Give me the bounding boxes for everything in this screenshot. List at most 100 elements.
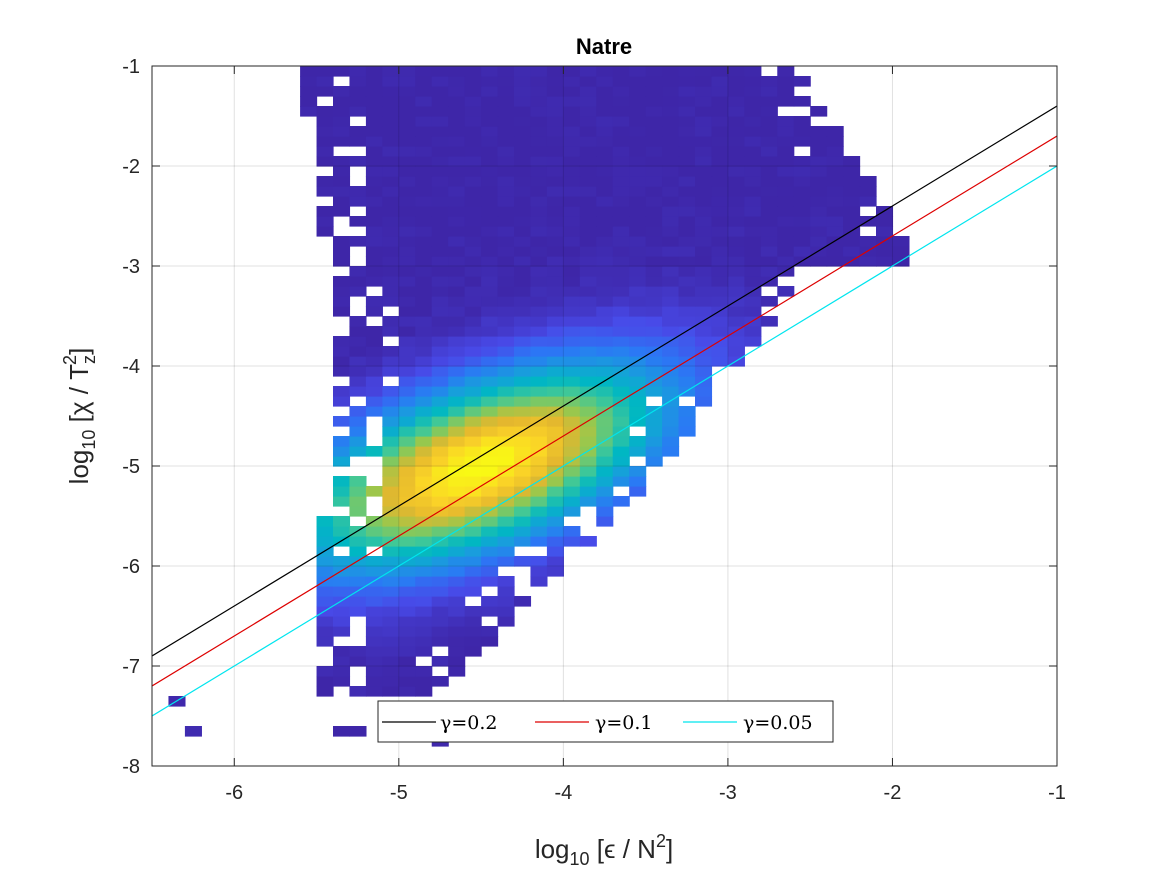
heatmap-cell: [596, 506, 614, 517]
heatmap-cell: [711, 296, 729, 307]
heatmap-cell: [415, 366, 433, 377]
heatmap-cell: [464, 506, 482, 517]
heatmap-cell: [333, 286, 351, 297]
heatmap-cell: [695, 166, 713, 177]
heatmap-cell: [514, 416, 532, 427]
heatmap-cell: [744, 236, 762, 247]
heatmap-cell: [695, 246, 713, 257]
heatmap-cell: [382, 286, 400, 297]
heatmap-cell: [629, 406, 647, 417]
heatmap-cell: [530, 516, 548, 527]
heatmap-cell: [629, 346, 647, 357]
heatmap-cell: [744, 246, 762, 257]
heatmap-cell: [530, 536, 548, 547]
heatmap-cell: [563, 526, 581, 537]
y-tick-label: -6: [122, 556, 140, 578]
heatmap-cell: [431, 366, 449, 377]
heatmap-cell: [629, 76, 647, 87]
heatmap-cell: [365, 66, 383, 77]
heatmap-cell: [711, 246, 729, 257]
heatmap-cell: [530, 226, 548, 237]
heatmap-cell: [464, 306, 482, 317]
heatmap-cell: [612, 166, 630, 177]
heatmap-cell: [629, 66, 647, 77]
heatmap-cell: [727, 136, 745, 147]
heatmap-cell: [365, 276, 383, 287]
heatmap-cell: [431, 166, 449, 177]
heatmap-cell: [546, 416, 564, 427]
heatmap-cell: [497, 546, 515, 557]
heatmap-cell: [826, 186, 844, 197]
heatmap-cell: [662, 316, 680, 327]
heatmap-cell: [497, 116, 515, 127]
heatmap-cell: [431, 436, 449, 447]
heatmap-cell: [349, 376, 367, 387]
heatmap-cell: [382, 106, 400, 117]
heatmap-cell: [431, 416, 449, 427]
heatmap-cell: [349, 656, 367, 667]
heatmap-cell: [662, 156, 680, 167]
heatmap-cell: [448, 206, 466, 217]
heatmap-cell: [448, 326, 466, 337]
heatmap-cell: [316, 206, 334, 217]
heatmap-cell: [481, 76, 499, 87]
heatmap-cell: [760, 136, 778, 147]
heatmap-cell: [349, 506, 367, 517]
heatmap-cell: [333, 416, 351, 427]
heatmap-cell: [415, 206, 433, 217]
heatmap-cell: [382, 576, 400, 587]
heatmap-cell: [645, 106, 663, 117]
heatmap-cell: [612, 176, 630, 187]
heatmap-cell: [843, 216, 861, 227]
heatmap-cell: [727, 306, 745, 317]
heatmap-cell: [382, 146, 400, 157]
heatmap-cell: [365, 106, 383, 117]
heatmap-cell: [481, 86, 499, 97]
heatmap-cell: [431, 586, 449, 597]
heatmap-cell: [431, 226, 449, 237]
heatmap-cell: [481, 146, 499, 157]
heatmap-cell: [678, 156, 696, 167]
heatmap-cell: [448, 636, 466, 647]
heatmap-cell: [333, 116, 351, 127]
heatmap-cell: [711, 126, 729, 137]
heatmap-cell: [810, 186, 828, 197]
heatmap-cell: [711, 206, 729, 217]
heatmap-cell: [546, 506, 564, 517]
heatmap-cell: [398, 396, 416, 407]
heatmap-cell: [382, 296, 400, 307]
heatmap-cell: [431, 176, 449, 187]
heatmap-cell: [316, 66, 334, 77]
heatmap-cell: [497, 556, 515, 567]
heatmap-cell: [349, 286, 367, 297]
heatmap-cell: [431, 376, 449, 387]
heatmap-cell: [662, 196, 680, 207]
heatmap-cell: [497, 516, 515, 527]
heatmap-cell: [365, 166, 383, 177]
heatmap-cell: [662, 116, 680, 127]
heatmap-cell: [579, 66, 597, 77]
heatmap-cell: [398, 676, 416, 687]
heatmap-cell: [497, 186, 515, 197]
heatmap-cell: [662, 446, 680, 457]
heatmap-cell: [415, 376, 433, 387]
heatmap-cell: [596, 416, 614, 427]
heatmap-cell: [431, 566, 449, 577]
heatmap-cell: [645, 226, 663, 237]
heatmap-cell: [530, 426, 548, 437]
heatmap-cell: [612, 336, 630, 347]
heatmap-cell: [481, 216, 499, 227]
heatmap-cell: [415, 396, 433, 407]
heatmap-cell: [629, 486, 647, 497]
heatmap-cell: [760, 216, 778, 227]
heatmap-cell: [596, 226, 614, 237]
heatmap-cell: [727, 96, 745, 107]
heatmap-cell: [316, 556, 334, 567]
heatmap-cell: [563, 116, 581, 127]
heatmap-cell: [760, 226, 778, 237]
heatmap-cell: [744, 226, 762, 237]
heatmap-cell: [695, 76, 713, 87]
heatmap-cell: [744, 156, 762, 167]
heatmap-cell: [711, 166, 729, 177]
series-line: [152, 135, 1057, 687]
